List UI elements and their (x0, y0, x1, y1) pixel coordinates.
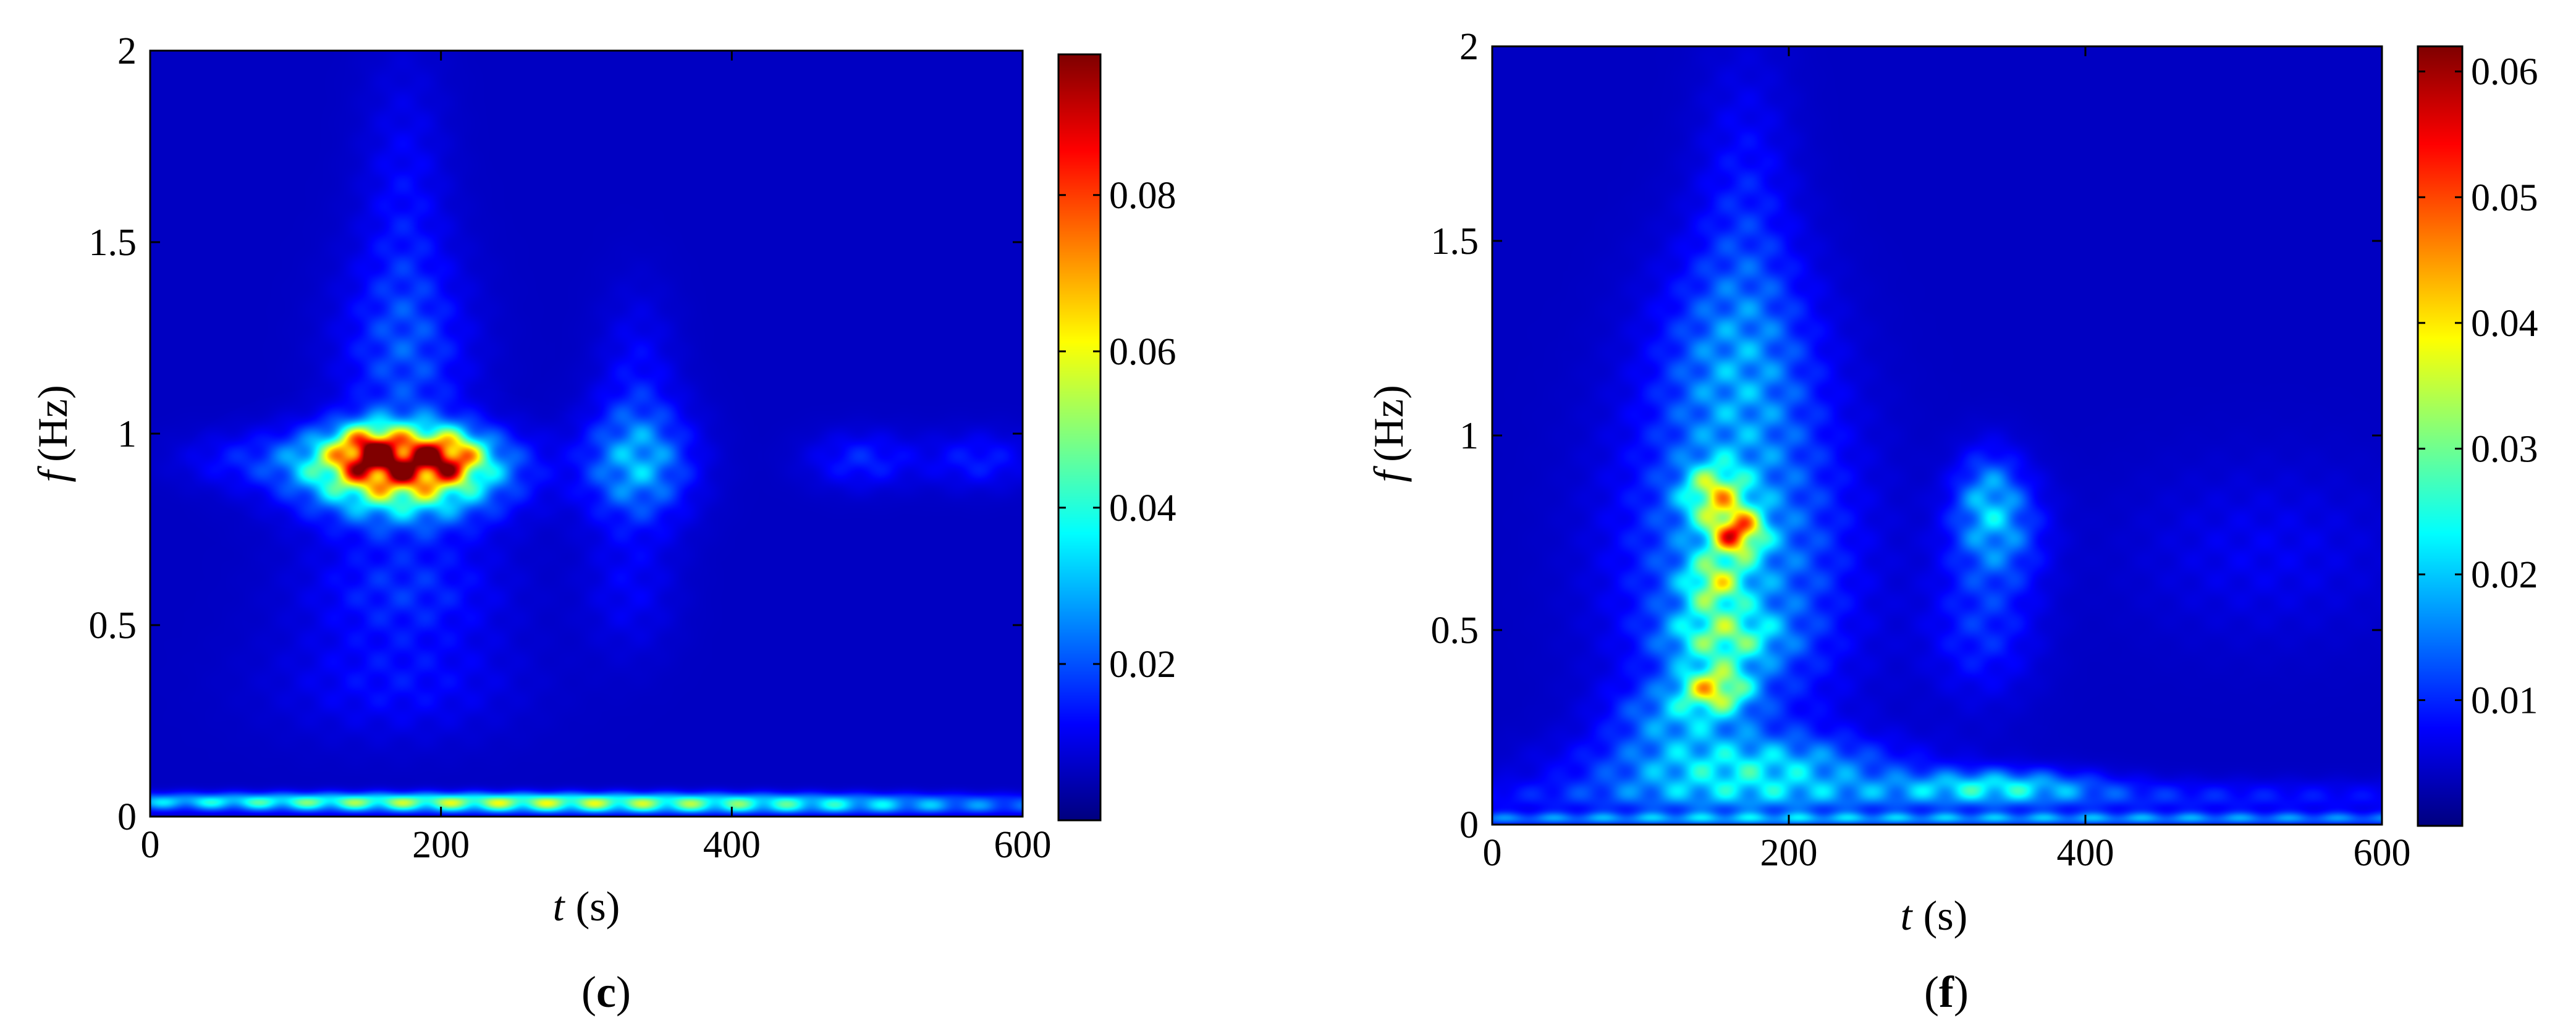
panel-letter-f: f (1939, 967, 1954, 1017)
y-tick-label: 1.5 (1431, 221, 1479, 263)
x-tick-label: 600 (994, 824, 1052, 866)
y-tick-label: 0.5 (89, 605, 137, 647)
x-tick-label: 600 (2354, 832, 2411, 874)
colorbar-tick-label: 0.02 (2471, 554, 2538, 596)
x-axis-variable-f: t (1901, 892, 1914, 939)
heatmap-f-canvas (1492, 46, 2382, 825)
colorbar-c-area (1058, 54, 1100, 820)
x-axis-label-c: t (s) (553, 883, 620, 930)
y-tick-label: 0 (1459, 804, 1479, 846)
y-tick-label: 0.5 (1431, 610, 1479, 652)
panel-caption-c: (c) (581, 967, 631, 1017)
y-tick-label: 2 (117, 30, 137, 72)
colorbar-f-ticks: 0.01 0.02 0.03 0.04 0.05 0.06 (2418, 51, 2538, 721)
colorbar-f: 0.01 0.02 0.03 0.04 0.05 0.06 (2417, 45, 2538, 827)
x-axis-unit-f: (s) (1924, 892, 1968, 939)
y-ticks-f: 0 0.5 1 1.5 2 (1431, 26, 2382, 846)
x-tick-label: 0 (1483, 832, 1502, 874)
colorbar-tick-label: 0.01 (2471, 679, 2538, 721)
y-tick-label: 0 (117, 796, 137, 838)
colorbar-tick-label: 0.04 (1109, 487, 1176, 529)
colorbar-tick-label: 0.04 (2471, 303, 2538, 345)
colorbar-tick-label: 0.02 (1109, 644, 1176, 686)
y-tick-label: 1.5 (89, 222, 137, 264)
colorbar-f-area (2418, 46, 2462, 826)
y-axis-unit-f: (Hz) (1365, 385, 1412, 462)
y-ticks-c: 0 0.5 1 1.5 2 (89, 30, 1023, 838)
x-axis-variable-c: t (553, 883, 566, 930)
panel-letter-c: c (596, 967, 616, 1017)
y-tick-label: 2 (1459, 26, 1479, 68)
colorbar-c-canvas (1058, 54, 1100, 820)
y-tick-label: 1 (1459, 415, 1479, 457)
colorbar-tick-label: 0.06 (1109, 331, 1176, 373)
caption-close-paren-c: ) (616, 967, 631, 1017)
x-axis-unit-c: (s) (576, 883, 620, 930)
x-tick-label: 400 (703, 824, 761, 866)
colorbar-f-frame (2417, 45, 2464, 827)
caption-open-paren-c: ( (581, 967, 596, 1017)
caption-open-paren-f: ( (1924, 967, 1939, 1017)
y-axis-label-c: f(Hz) (29, 385, 76, 482)
caption-close-paren-f: ) (1954, 967, 1969, 1017)
x-ticks-c: 0 200 400 600 (141, 51, 1052, 866)
heatmap-c-canvas (150, 51, 1023, 817)
colorbar-tick-label: 0.05 (2471, 177, 2538, 219)
colorbar-tick-label: 0.03 (2471, 428, 2538, 470)
x-tick-label: 0 (141, 824, 160, 866)
panel-caption-f: (f) (1924, 967, 1969, 1017)
y-axis-unit-c: (Hz) (29, 385, 76, 462)
colorbar-tick-label: 0.06 (2471, 51, 2538, 93)
panel-f: 0 200 400 600 00.511.52 0.010.020.030.040.0… (1365, 26, 2538, 1017)
heatmap-f-area (1492, 46, 2382, 825)
x-tick-label: 400 (2057, 832, 2114, 874)
x-axis-label-f: t (s) (1901, 892, 1968, 939)
x-ticks-f: 0 200 400 600 (1483, 46, 2411, 874)
x-tick-label: 200 (412, 824, 470, 866)
colorbar-f-canvas (2418, 46, 2462, 826)
colorbar-c-ticks: 0.02 0.04 0.06 0.08 (1058, 175, 1176, 686)
x-tick-label: 200 (1760, 832, 1818, 874)
colorbar-c: 0.02 0.04 0.06 0.08 (1057, 53, 1176, 822)
y-tick-label: 1 (117, 413, 137, 455)
colorbar-c-frame (1057, 53, 1102, 822)
colorbar-tick-label: 0.08 (1109, 175, 1176, 217)
panel-c: 0 200 400 600 00.511.52 0.020.040.060.08 t(… (29, 30, 1176, 1017)
heatmap-c-area (150, 51, 1023, 817)
